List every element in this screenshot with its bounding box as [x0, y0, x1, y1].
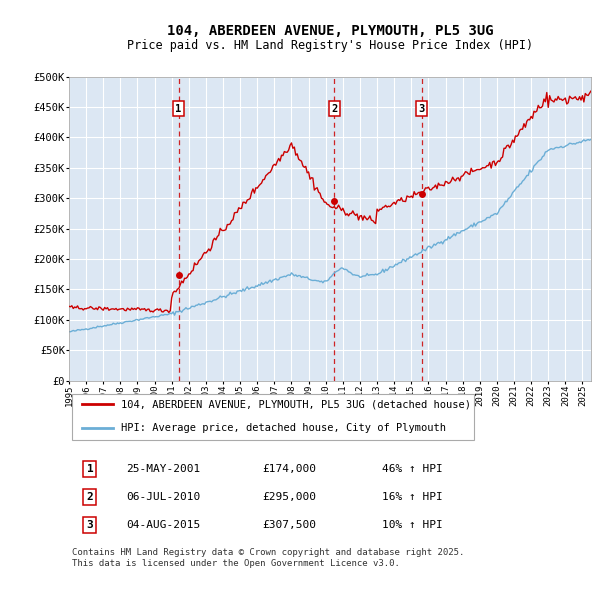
- FancyBboxPatch shape: [71, 394, 473, 440]
- Text: 2: 2: [86, 492, 93, 502]
- Text: 04-AUG-2015: 04-AUG-2015: [127, 520, 200, 530]
- Text: HPI: Average price, detached house, City of Plymouth: HPI: Average price, detached house, City…: [121, 423, 446, 433]
- Text: Price paid vs. HM Land Registry's House Price Index (HPI): Price paid vs. HM Land Registry's House …: [127, 39, 533, 52]
- Text: 16% ↑ HPI: 16% ↑ HPI: [382, 492, 443, 502]
- Text: 25-MAY-2001: 25-MAY-2001: [127, 464, 200, 474]
- Text: £174,000: £174,000: [262, 464, 316, 474]
- Text: £307,500: £307,500: [262, 520, 316, 530]
- Text: 10% ↑ HPI: 10% ↑ HPI: [382, 520, 443, 530]
- Text: 3: 3: [86, 520, 93, 530]
- Text: £295,000: £295,000: [262, 492, 316, 502]
- Text: 06-JUL-2010: 06-JUL-2010: [127, 492, 200, 502]
- Text: 104, ABERDEEN AVENUE, PLYMOUTH, PL5 3UG (detached house): 104, ABERDEEN AVENUE, PLYMOUTH, PL5 3UG …: [121, 399, 471, 409]
- Text: Contains HM Land Registry data © Crown copyright and database right 2025.
This d: Contains HM Land Registry data © Crown c…: [71, 548, 464, 568]
- Text: 3: 3: [418, 104, 425, 114]
- Text: 46% ↑ HPI: 46% ↑ HPI: [382, 464, 443, 474]
- Text: 2: 2: [331, 104, 337, 114]
- Text: 1: 1: [175, 104, 182, 114]
- Text: 1: 1: [86, 464, 93, 474]
- Text: 104, ABERDEEN AVENUE, PLYMOUTH, PL5 3UG: 104, ABERDEEN AVENUE, PLYMOUTH, PL5 3UG: [167, 24, 493, 38]
